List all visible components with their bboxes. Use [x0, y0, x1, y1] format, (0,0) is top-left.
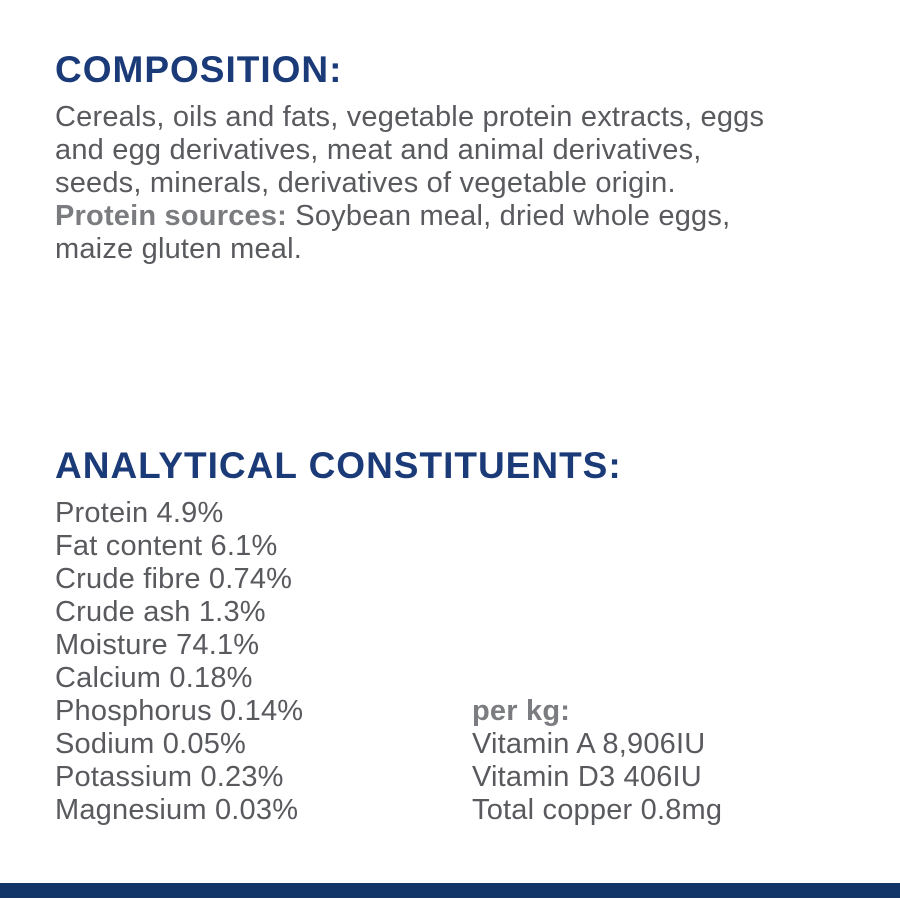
- analytical-heading: ANALYTICAL CONSTITUENTS:: [55, 445, 622, 486]
- per-kg-item-total-copper: Total copper 0.8mg: [472, 794, 723, 826]
- protein-sources-text: Soybean meal, dried whole eggs, maize gl…: [55, 200, 731, 265]
- per-kg-item-vitamin-a: Vitamin A 8,906IU: [472, 728, 706, 760]
- composition-body: Cereals, oils and fats, vegetable protei…: [55, 101, 875, 266]
- constituent-item-sodium: Sodium 0.05%: [55, 728, 247, 760]
- per-kg-item-vitamin-d3: Vitamin D3 406IU: [472, 761, 702, 793]
- constituent-item-calcium: Calcium 0.18%: [55, 662, 253, 694]
- constituent-item-crude-fibre: Crude fibre 0.74%: [55, 563, 293, 595]
- constituent-item-magnesium: Magnesium 0.03%: [55, 794, 299, 826]
- composition-heading: COMPOSITION:: [55, 49, 343, 90]
- constituent-item-potassium: Potassium 0.23%: [55, 761, 284, 793]
- constituents-list: Protein 4.9% Fat content 6.1% Crude fibr…: [55, 497, 303, 827]
- per-kg-block: per kg: Vitamin A 8,906IU Vitamin D3 406…: [472, 695, 722, 827]
- constituent-item-phosphorus: Phosphorus 0.14%: [55, 695, 304, 727]
- per-kg-label: per kg:: [472, 695, 571, 727]
- constituent-item-crude-ash: Crude ash 1.3%: [55, 596, 266, 628]
- constituent-item-fat: Fat content 6.1%: [55, 530, 278, 562]
- bottom-bar: [0, 883, 900, 898]
- constituent-item-moisture: Moisture 74.1%: [55, 629, 260, 661]
- composition-ingredients-text: Cereals, oils and fats, vegetable protei…: [55, 101, 765, 199]
- constituent-item-protein: Protein 4.9%: [55, 497, 224, 529]
- protein-sources-label: Protein sources:: [55, 200, 288, 232]
